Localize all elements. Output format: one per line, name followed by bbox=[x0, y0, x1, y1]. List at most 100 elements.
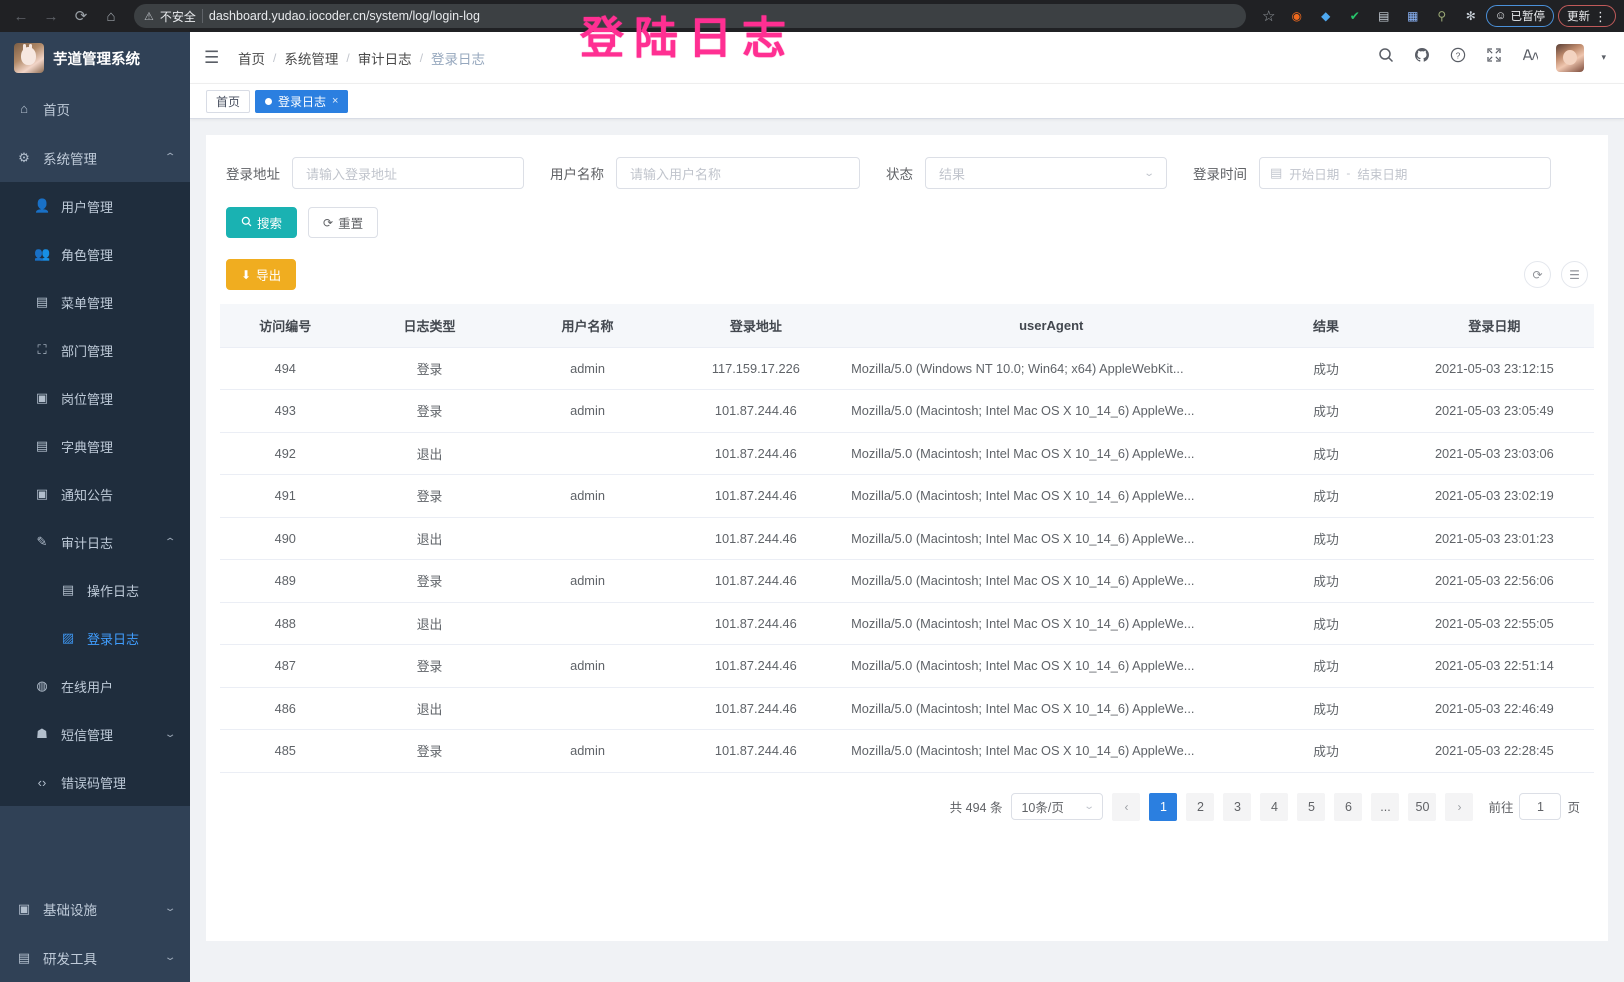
table-header-4: userAgent bbox=[845, 304, 1258, 348]
sidebar-bottom-item-1[interactable]: ▤ 研发工具 ⌄ bbox=[0, 933, 190, 982]
pagination-page-5[interactable]: 5 bbox=[1297, 792, 1326, 821]
browser-reload-icon[interactable]: ⟳ bbox=[74, 8, 88, 25]
login-time-daterange[interactable]: ▤ 开始日期 - 结束日期 bbox=[1259, 157, 1551, 189]
login-address-input[interactable]: 请输入登录地址 bbox=[292, 157, 524, 189]
search-form: 登录地址 请输入登录地址 用户名称 请输入用户名称 状态 结果 ⌄ 登录时间 ▤ 开始日期 - 结束日… bbox=[220, 151, 1594, 207]
extension-icon-orange[interactable]: ◉ bbox=[1291, 9, 1302, 23]
table-cell: 489 bbox=[220, 559, 351, 603]
extension-icon-pin[interactable]: ⚲ bbox=[1437, 9, 1447, 23]
sidebar-item-12[interactable]: ◍ 在线用户 bbox=[0, 662, 190, 710]
sidebar-item-5[interactable]: ⛶ 部门管理 bbox=[0, 326, 190, 374]
sidebar-bottom-item-0[interactable]: ▣ 基础设施 ⌄ bbox=[0, 884, 190, 933]
close-icon[interactable]: × bbox=[332, 95, 339, 107]
address-bar[interactable]: ⚠ 不安全 dashboard.yudao.iocoder.cn/system/… bbox=[134, 4, 1246, 28]
pagination-page-1[interactable]: 1 bbox=[1149, 792, 1178, 821]
bookmark-star-icon[interactable]: ☆ bbox=[1262, 8, 1276, 25]
table-row[interactable]: 488 退出 101.87.244.46 Mozilla/5.0 (Macintosh… bbox=[220, 602, 1594, 645]
chevron-down-icon[interactable]: ▾ bbox=[1601, 52, 1606, 62]
table-cell: Mozilla/5.0 (Macintosh; Intel Mac OS X 1… bbox=[845, 432, 1258, 475]
sidebar-item-4[interactable]: ▤ 菜单管理 bbox=[0, 278, 190, 326]
table-tools: ⟳ ☰ bbox=[1524, 261, 1588, 288]
search-icon[interactable] bbox=[1376, 47, 1395, 68]
update-button[interactable]: 更新 ⋮ bbox=[1558, 5, 1616, 27]
pagination-prev-button[interactable]: ‹ bbox=[1112, 792, 1141, 821]
table-cell: 2021-05-03 23:01:23 bbox=[1394, 517, 1594, 560]
fullscreen-icon[interactable] bbox=[1484, 47, 1503, 68]
form-label-status: 状态 bbox=[886, 167, 913, 182]
jumper-input[interactable]: 1 bbox=[1519, 793, 1562, 820]
table-row[interactable]: 485 登录 admin 101.87.244.46 Mozilla/5.0 (Maci… bbox=[220, 729, 1594, 773]
sidebar-item-10[interactable]: ▤ 操作日志 bbox=[0, 566, 190, 614]
paused-badge[interactable]: ☺ 已暂停 bbox=[1485, 5, 1554, 27]
sidebar-item-14[interactable]: ‹› 错误码管理 bbox=[0, 758, 190, 806]
hamburger-icon[interactable]: ☰ bbox=[204, 47, 220, 67]
avatar[interactable] bbox=[1556, 43, 1585, 72]
export-button[interactable]: ⬇ 导出 bbox=[226, 259, 297, 290]
chevron-down-icon: ⌄ bbox=[1083, 801, 1095, 812]
extension-icon-diamond[interactable]: ◆ bbox=[1321, 9, 1331, 23]
table-cell: 登录 bbox=[350, 559, 509, 603]
reset-button[interactable]: ⟳ 重置 bbox=[308, 207, 379, 238]
sidebar-item-11[interactable]: ▨ 登录日志 bbox=[0, 614, 190, 662]
sidebar-logo[interactable]: 芋道管理系统 bbox=[0, 32, 190, 84]
breadcrumb-item-0[interactable]: 首页 bbox=[238, 51, 265, 67]
pagination-page-3[interactable]: 3 bbox=[1223, 792, 1252, 821]
table-row[interactable]: 486 退出 101.87.244.46 Mozilla/5.0 (Macintosh… bbox=[220, 687, 1594, 730]
browser-menu-icon[interactable]: ⋮ bbox=[1594, 8, 1607, 24]
github-icon[interactable] bbox=[1412, 47, 1431, 68]
toolbar-row: ⬇ 导出 ⟳ ☰ bbox=[220, 250, 1594, 304]
sidebar-item-0[interactable]: ⌂ 首页 bbox=[0, 84, 190, 133]
tab-0[interactable]: 首页 bbox=[206, 89, 251, 113]
sidebar-item-1[interactable]: ⚙ 系统管理 ⌃ bbox=[0, 133, 190, 182]
start-date-input[interactable]: 开始日期 bbox=[1289, 167, 1340, 182]
table-row[interactable]: 489 登录 admin 101.87.244.46 Mozilla/5.0 (Maci… bbox=[220, 559, 1594, 603]
pagination-page-...[interactable]: ... bbox=[1371, 792, 1400, 821]
pagination-page-50[interactable]: 50 bbox=[1408, 792, 1437, 821]
table-row[interactable]: 490 退出 101.87.244.46 Mozilla/5.0 (Macintosh… bbox=[220, 517, 1594, 560]
table-row[interactable]: 494 登录 admin 117.159.17.226 Mozilla/5.0 (Win… bbox=[220, 347, 1594, 390]
breadcrumb-item-2[interactable]: 审计日志 bbox=[357, 51, 412, 67]
refresh-tool-icon[interactable]: ⟳ bbox=[1524, 261, 1551, 288]
sidebar-item-8[interactable]: ▣ 通知公告 bbox=[0, 470, 190, 518]
font-size-icon[interactable] bbox=[1520, 47, 1539, 68]
sidebar-item-3[interactable]: 👥 角色管理 bbox=[0, 230, 190, 278]
browser-forward-icon[interactable]: → bbox=[43, 7, 59, 25]
status-select[interactable]: 结果 ⌄ bbox=[925, 157, 1167, 189]
table-row[interactable]: 487 登录 admin 101.87.244.46 Mozilla/5.0 (Maci… bbox=[220, 644, 1594, 688]
extension-icon-green-check[interactable]: ✔ bbox=[1349, 9, 1360, 23]
browser-back-icon[interactable]: ← bbox=[13, 7, 29, 25]
table-cell: 488 bbox=[220, 602, 351, 645]
table-row[interactable]: 492 退出 101.87.244.46 Mozilla/5.0 (Macintosh… bbox=[220, 432, 1594, 475]
sidebar-item-13[interactable]: ☗ 短信管理 ⌄ bbox=[0, 710, 190, 758]
pagination-next-button[interactable]: › bbox=[1445, 792, 1474, 821]
tab-1[interactable]: 登录日志 × bbox=[255, 89, 349, 113]
pagination-page-6[interactable]: 6 bbox=[1334, 792, 1363, 821]
table-cell: 487 bbox=[220, 644, 351, 688]
end-date-input[interactable]: 结束日期 bbox=[1357, 167, 1408, 182]
search-button[interactable]: 搜索 bbox=[226, 207, 298, 238]
breadcrumb-item-1[interactable]: 系统管理 bbox=[284, 51, 339, 67]
logo-icon bbox=[14, 43, 44, 73]
column-settings-tool-icon[interactable]: ☰ bbox=[1561, 261, 1588, 288]
page-size-select[interactable]: 10条/页 ⌄ bbox=[1011, 793, 1104, 820]
help-icon[interactable]: ? bbox=[1448, 47, 1467, 68]
sidebar-item-icon: ⛶ bbox=[37, 342, 47, 357]
user-name-input[interactable]: 请输入用户名称 bbox=[616, 157, 860, 189]
sidebar-item-2[interactable]: 👤 用户管理 bbox=[0, 182, 190, 230]
table-cell: 2021-05-03 22:56:06 bbox=[1394, 559, 1594, 603]
sidebar-item-6[interactable]: ▣ 岗位管理 bbox=[0, 374, 190, 422]
table-row[interactable]: 493 登录 admin 101.87.244.46 Mozilla/5.0 (Maci… bbox=[220, 389, 1594, 433]
extension-icon-translate[interactable]: ▦ bbox=[1407, 9, 1419, 23]
sidebar-item-label: 审计日志 bbox=[61, 535, 114, 551]
sidebar-item-7[interactable]: ▤ 字典管理 bbox=[0, 422, 190, 470]
extension-icon-puzzle[interactable]: ✻ bbox=[1465, 9, 1476, 23]
browser-home-icon[interactable]: ⌂ bbox=[106, 7, 116, 25]
extension-icon-clipboard[interactable]: ▤ bbox=[1378, 9, 1390, 23]
pagination-page-2[interactable]: 2 bbox=[1186, 792, 1215, 821]
table-row[interactable]: 491 登录 admin 101.87.244.46 Mozilla/5.0 (Maci… bbox=[220, 474, 1594, 518]
pagination-page-4[interactable]: 4 bbox=[1260, 792, 1289, 821]
sidebar-item-9[interactable]: ✎ 审计日志 ⌃ bbox=[0, 518, 190, 566]
table-body: 494 登录 admin 117.159.17.226 Mozilla/5.0 (Win… bbox=[220, 347, 1594, 773]
table-cell: 成功 bbox=[1257, 602, 1395, 645]
table-cell: 493 bbox=[220, 389, 351, 433]
